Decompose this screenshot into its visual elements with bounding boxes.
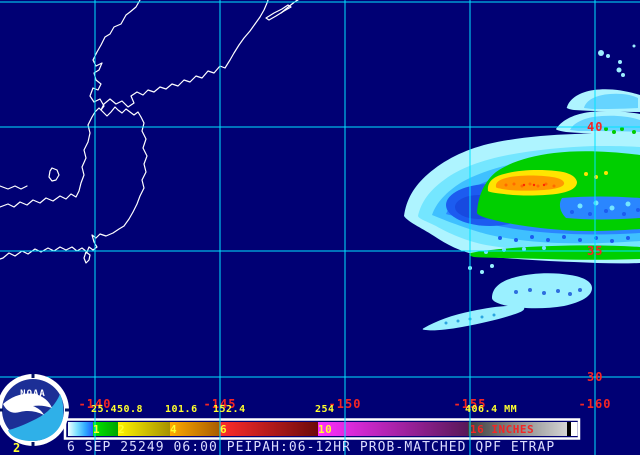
inch-label-10: 10: [318, 423, 333, 436]
inch-label-1: 1: [93, 423, 101, 436]
frame-number: 2: [13, 441, 21, 455]
inch-label-16-inches: 16 INCHES: [470, 423, 535, 436]
inch-label-2: 2: [118, 423, 126, 436]
longitude-label-160: -160: [578, 397, 612, 411]
colorbar: [63, 418, 581, 440]
latitude-label-35: 35: [587, 244, 604, 258]
noaa-gull-icon: [3, 393, 52, 415]
longitude-label-140: -140: [78, 397, 112, 411]
inch-label-4: 4: [170, 423, 178, 436]
coastline: [0, 0, 299, 264]
mm-label-50-8: 50.8: [117, 404, 144, 415]
mm-label-406-4: 406.4 MM: [465, 404, 518, 415]
status-text: 6 SEP 25249 06:00 PEIPAH:06-12HR PROB-MA…: [67, 440, 556, 455]
longitude-label-145: -145: [203, 397, 237, 411]
mm-label-25-4: 25.4: [91, 404, 118, 415]
mm-label-254: 254: [315, 404, 335, 415]
inch-label-6: 6: [220, 423, 228, 436]
noaa-logo-text: NOAA: [20, 389, 46, 399]
longitude-label-150: -150: [328, 397, 362, 411]
noaa-logo: NOAA: [0, 374, 69, 446]
precip-field: [404, 44, 640, 331]
mm-label-152-4: 152.4: [213, 404, 246, 415]
latitude-label-30: 30: [587, 370, 604, 384]
colorbar-gradient: [68, 422, 578, 436]
longitude-label-155: -155: [453, 397, 487, 411]
latitude-label-40: 40: [587, 120, 604, 134]
mm-label-101-6: 101.6: [165, 404, 198, 415]
